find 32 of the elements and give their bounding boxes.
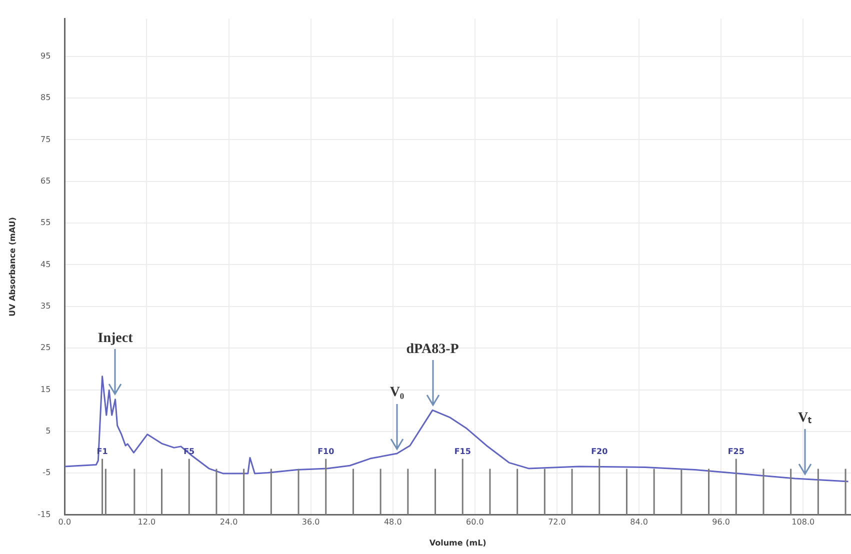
- y-tick-label: 95: [40, 51, 51, 60]
- y-tick-label: 85: [40, 93, 51, 102]
- x-tick-label: 60.0: [466, 518, 484, 527]
- y-tick-label: 25: [40, 343, 51, 352]
- annotation: Vₜ: [798, 410, 812, 426]
- annotation: Inject: [98, 330, 134, 346]
- ref-line-label: F10: [318, 446, 335, 456]
- y-tick-label: -15: [38, 510, 51, 519]
- y-tick-label: 75: [40, 134, 51, 144]
- y-axis-title: UV Absorbance (mAU): [8, 217, 17, 317]
- y-tick-label: 55: [40, 218, 51, 228]
- x-tick-label: 96.0: [712, 518, 730, 527]
- y-tick-label: 45: [40, 260, 51, 269]
- y-tick-label: 65: [40, 176, 51, 186]
- x-tick-label: 0.0: [58, 518, 72, 527]
- annotation: dPA83-P: [406, 342, 460, 357]
- x-tick-label: 12.0: [138, 518, 156, 527]
- y-tick-label: 15: [40, 384, 51, 394]
- annotation: V₀: [390, 385, 404, 400]
- x-tick-label: 108.0: [792, 518, 815, 527]
- x-tick-label: 72.0: [548, 518, 566, 527]
- x-tick-label: 24.0: [220, 518, 238, 527]
- y-tick-label: 5: [46, 426, 51, 436]
- y-tick-label: -5: [42, 468, 51, 478]
- ref-line-label: F20: [591, 446, 608, 456]
- x-axis-title: Volume (mL): [429, 538, 486, 548]
- ref-line-label: F25: [728, 446, 745, 456]
- x-tick-label: 36.0: [302, 518, 320, 527]
- x-tick-label: 48.0: [384, 518, 402, 527]
- x-tick-label: 84.0: [630, 518, 648, 527]
- ref-line-label: F15: [454, 446, 472, 456]
- y-tick-label: 35: [40, 301, 51, 310]
